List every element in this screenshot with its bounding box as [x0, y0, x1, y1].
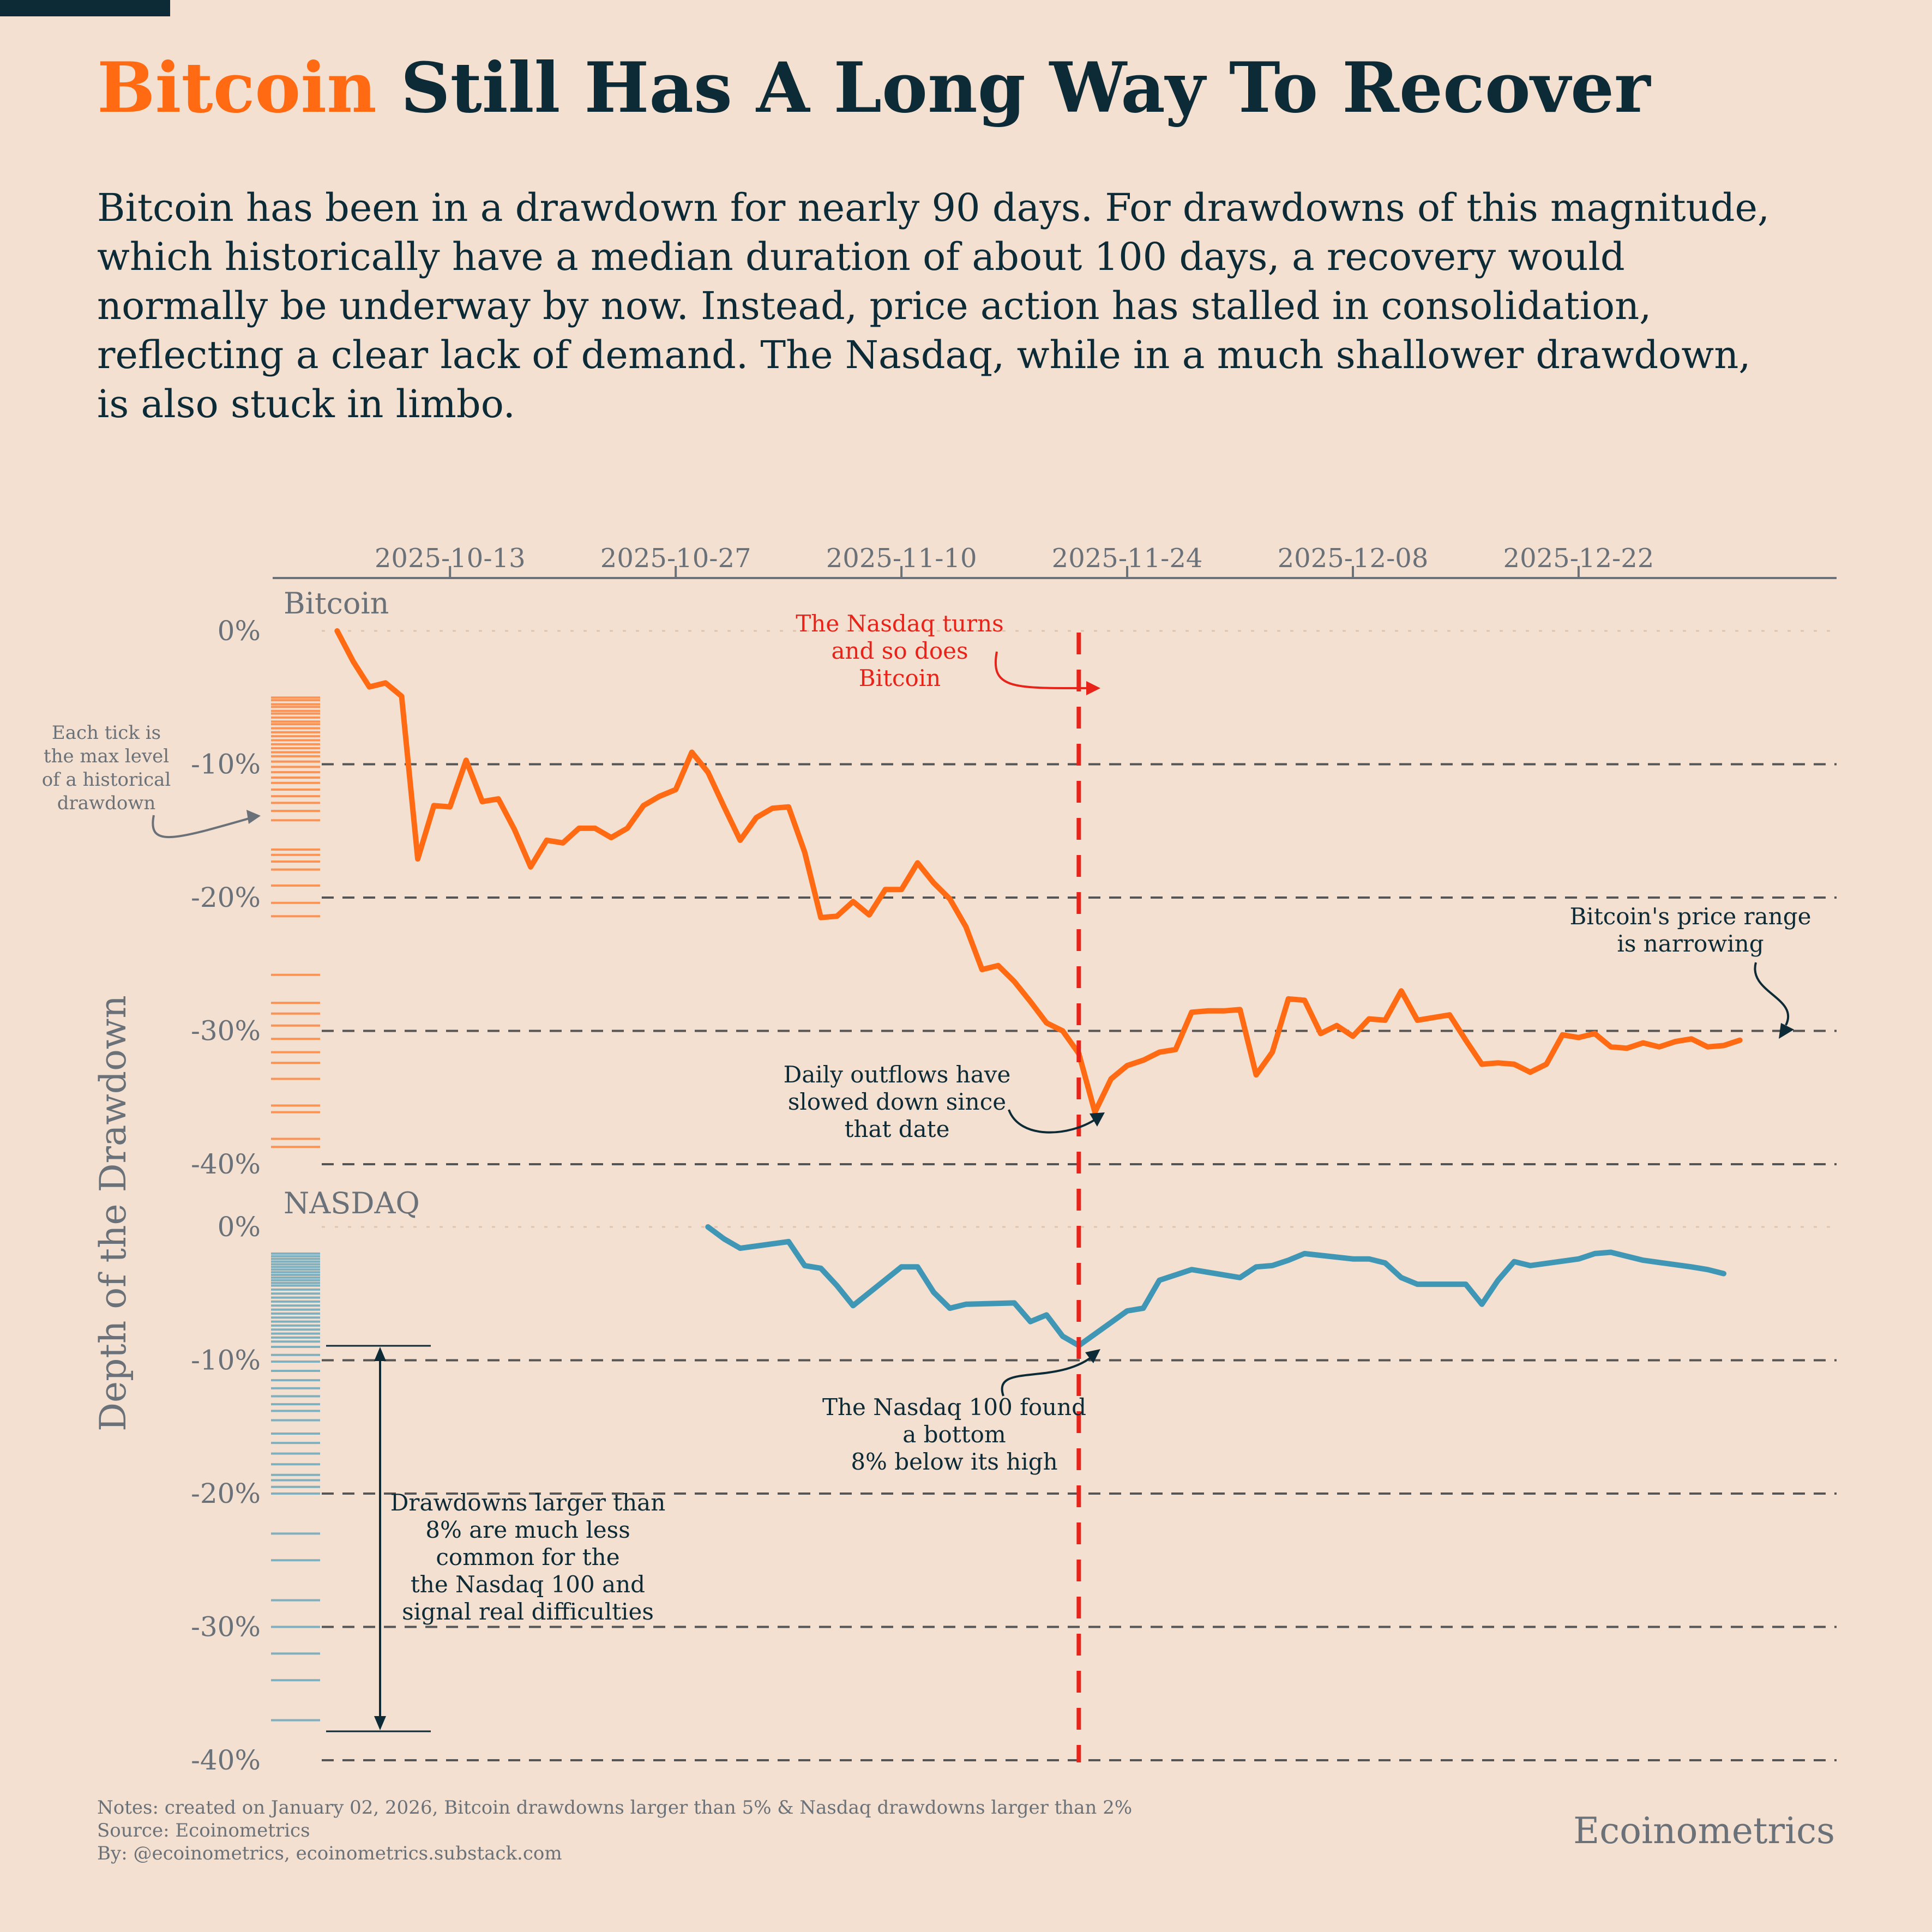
y-tick-label: -40%: [191, 1148, 261, 1180]
nasdaq-panel-label: NASDAQ: [284, 1186, 420, 1220]
annotation-nasdaq-bottom: The Nasdaq 100 found a bottom 8% below i…: [822, 1394, 1086, 1475]
subtitle: Bitcoin has been in a drawdown for nearl…: [97, 185, 1770, 426]
bitcoin-historical-ticks: [271, 696, 320, 1148]
annotation-line: signal real difficulties: [402, 1598, 654, 1625]
brand-logo: Ecoinometrics: [1573, 1810, 1835, 1852]
x-tick-label: 2025-11-24: [1052, 543, 1203, 574]
annotation-line: Drawdowns larger than: [390, 1489, 666, 1516]
bitcoin-panel: 0% -10% -20% -30% -40%: [191, 615, 1837, 1180]
subtitle-line: is also stuck in limbo.: [97, 382, 515, 426]
subtitle-line: normally be underway by now. Instead, pr…: [97, 284, 1651, 328]
annotation-arrow: [1754, 962, 1790, 1026]
annotation-arrowhead: [1779, 1023, 1794, 1039]
x-tick-label: 2025-10-27: [600, 543, 751, 574]
y-tick-label: -20%: [191, 882, 261, 913]
annotation-line: is narrowing: [1617, 930, 1764, 957]
x-tick-label: 2025-12-22: [1503, 543, 1654, 574]
annotation-each-tick: Each tick is the max level of a historic…: [42, 722, 171, 814]
annotation-arrowhead: [1090, 1112, 1105, 1127]
x-tick-label: 2025-11-10: [826, 543, 977, 574]
footer-by: By: @ecoinometrics, ecoinometrics.substa…: [97, 1843, 562, 1864]
annotation-line: The Nasdaq turns: [796, 610, 1003, 637]
annotation-outflows: Daily outflows have slowed down since th…: [784, 1061, 1011, 1142]
annotation-line: Daily outflows have: [784, 1061, 1011, 1088]
x-axis-ticks: 2025-10-13 2025-10-27 2025-11-10 2025-11-24…: [375, 543, 1654, 578]
x-tick-label: 2025-10-13: [375, 543, 526, 574]
page-title: Bitcoin Still Has A Long Way To Recover: [97, 47, 1651, 128]
y-axis-title: Depth of the Drawdown: [92, 995, 134, 1431]
y-tick-label: 0%: [218, 615, 261, 647]
y-tick-label: -10%: [191, 1345, 261, 1376]
annotation-line: Bitcoin: [859, 665, 941, 691]
x-tick-label: 2025-12-08: [1278, 543, 1429, 574]
annotation-line: and so does: [831, 637, 968, 664]
footer-source: Source: Ecoinometrics: [97, 1820, 310, 1841]
annotation-arrow: [1001, 1357, 1092, 1397]
y-tick-label: -20%: [191, 1478, 261, 1509]
annotation-arrowhead: [246, 810, 261, 824]
nasdaq-historical-ticks: [271, 1252, 320, 1722]
annotation-line: drawdown: [57, 792, 156, 814]
bitcoin-drawdown-line: [334, 628, 1743, 1115]
range-arrowhead-down: [374, 1716, 386, 1730]
subtitle-line: Bitcoin has been in a drawdown for nearl…: [97, 185, 1770, 230]
y-tick-label: -30%: [191, 1015, 261, 1047]
annotation-arrow: [1008, 1109, 1097, 1134]
annotation-arrow: [994, 651, 1091, 690]
footer: Notes: created on January 02, 2026, Bitc…: [97, 1797, 1132, 1864]
footer-notes: Notes: created on January 02, 2026, Bitc…: [97, 1797, 1132, 1819]
annotation-line: the max level: [44, 745, 169, 767]
annotation-large-drawdowns: Drawdowns larger than 8% are much less c…: [390, 1489, 666, 1625]
annotation-arrow: [152, 815, 251, 839]
title-highlight: Bitcoin: [97, 47, 377, 128]
y-tick-label: -40%: [191, 1744, 261, 1776]
annotation-line: Bitcoin's price range: [1570, 903, 1811, 930]
subtitle-line: which historically have a median duratio…: [97, 234, 1625, 279]
top-accent-bar: [0, 0, 170, 16]
annotation-line: a bottom: [902, 1421, 1006, 1448]
y-tick-label: -30%: [191, 1611, 261, 1643]
y-tick-label: -10%: [191, 749, 261, 780]
annotation-line: 8% below its high: [851, 1448, 1057, 1475]
title-rest: Still Has A Long Way To Recover: [377, 47, 1651, 128]
annotation-line: of a historical: [42, 769, 171, 791]
range-arrowhead-up: [374, 1347, 386, 1361]
annotation-line: that date: [845, 1116, 950, 1142]
nasdaq-drawdown-line: [705, 1224, 1726, 1349]
subtitle-line: reflecting a clear lack of demand. The N…: [97, 333, 1751, 377]
annotation-line: slowed down since: [788, 1088, 1006, 1115]
annotation-arrowhead: [1086, 681, 1100, 695]
annotation-arrowhead: [1085, 1349, 1100, 1363]
annotation-line: 8% are much less: [425, 1516, 630, 1543]
annotation-nasdaq-turns: The Nasdaq turns and so does Bitcoin: [796, 610, 1003, 691]
annotation-line: The Nasdaq 100 found: [822, 1394, 1086, 1421]
annotation-line: the Nasdaq 100 and: [411, 1571, 645, 1598]
y-tick-label: 0%: [218, 1211, 261, 1243]
annotation-line: Each tick is: [52, 722, 161, 744]
bitcoin-panel-label: Bitcoin: [284, 586, 389, 621]
annotation-price-range: Bitcoin's price range is narrowing: [1570, 903, 1811, 957]
annotation-line: common for the: [436, 1544, 619, 1570]
